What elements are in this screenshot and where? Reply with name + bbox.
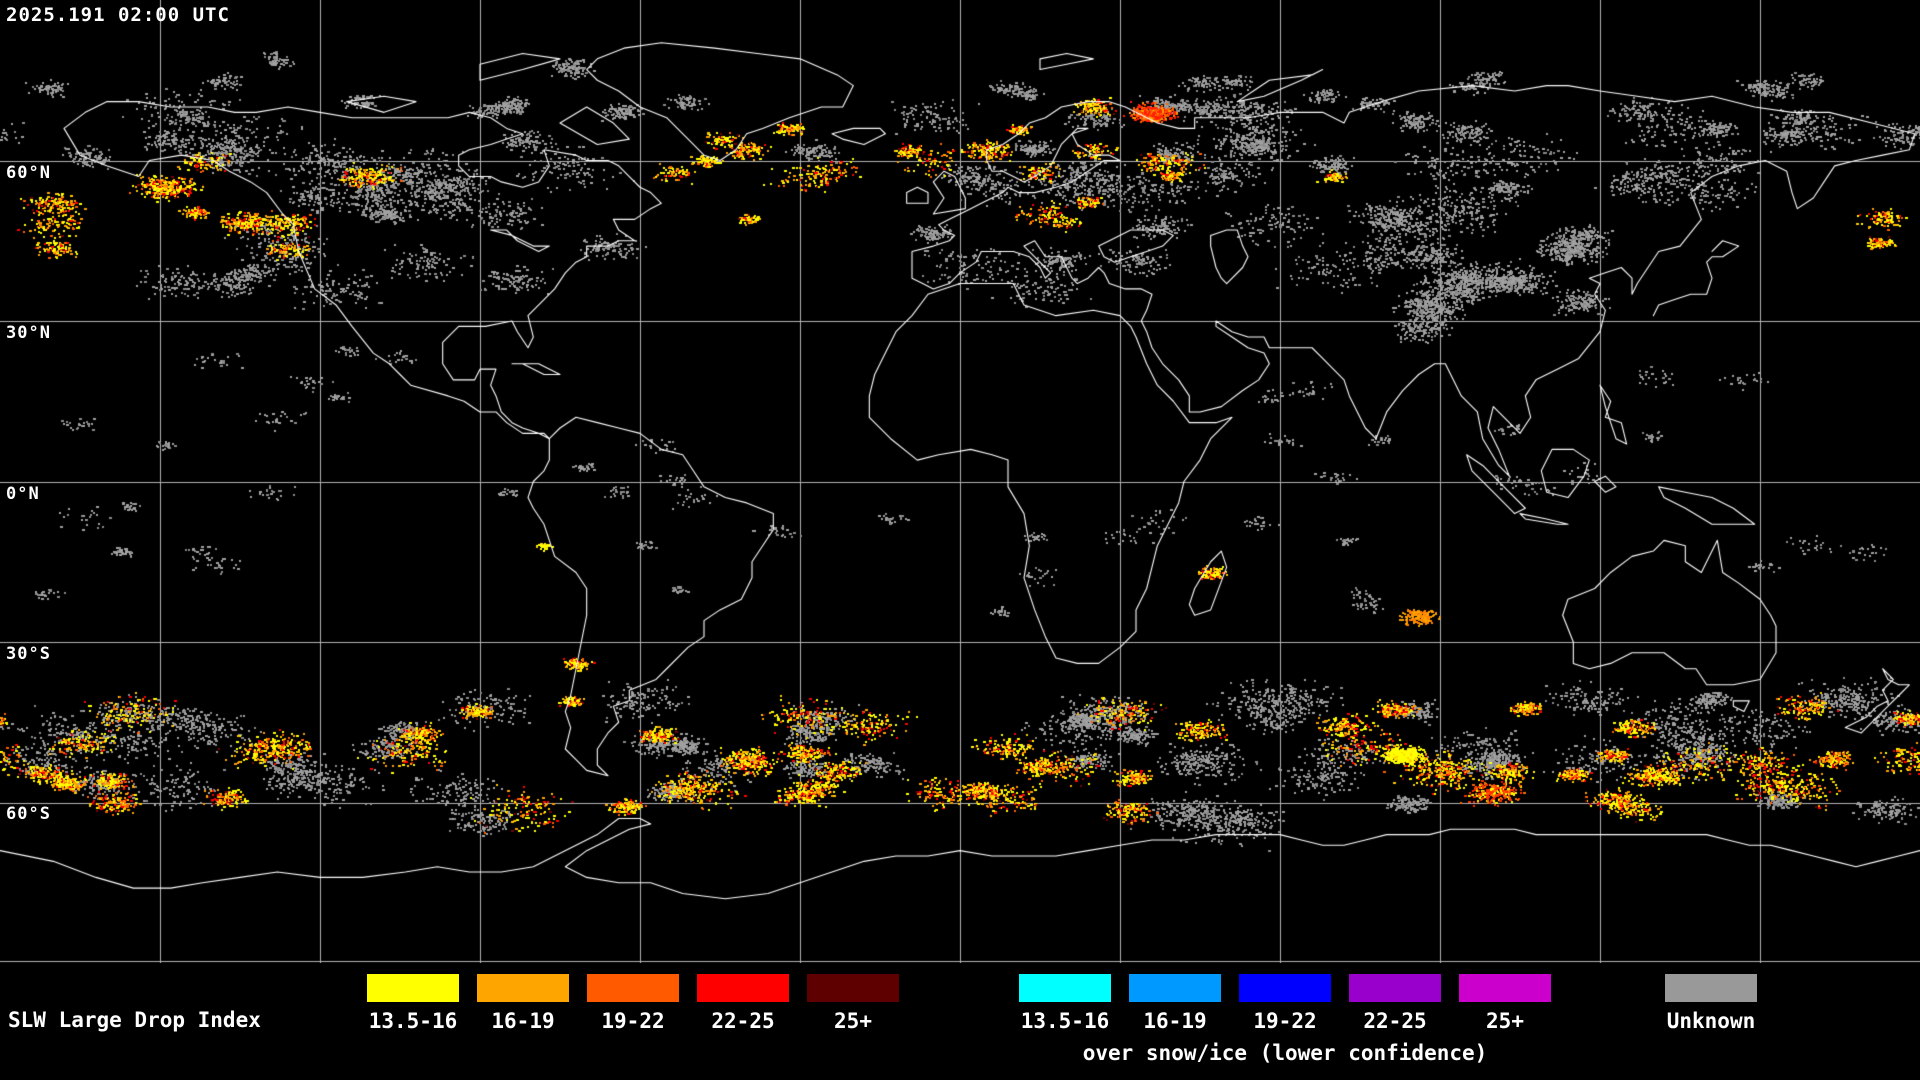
range-label: 19-22	[1253, 1009, 1317, 1033]
legend-swatch-unknown	[1665, 974, 1757, 1002]
range-label-row: 13.5-16 16-19 19-22 22-25 25+	[367, 1009, 899, 1033]
range-label: 25+	[834, 1009, 872, 1033]
swatch-row	[1665, 974, 1757, 1002]
legend-group-snow-ice: 13.5-16 16-19 19-22 22-25 25+ over snow/…	[1019, 974, 1551, 1065]
lat-label-30n: 30°N	[6, 323, 51, 343]
range-label: 25+	[1486, 1009, 1524, 1033]
lat-label-60n: 60°N	[6, 163, 51, 183]
range-label: 13.5-16	[368, 1009, 458, 1033]
lat-label-0n: 0°N	[6, 484, 40, 504]
legend-swatch-standard-4	[697, 974, 789, 1002]
range-label: 13.5-16	[1020, 1009, 1110, 1033]
legend-swatch-standard-1	[367, 974, 459, 1002]
legend-swatch-standard-2	[477, 974, 569, 1002]
range-label: 19-22	[601, 1009, 665, 1033]
legend-group-unknown: Unknown	[1665, 974, 1757, 1033]
legend-swatch-standard-3	[587, 974, 679, 1002]
legend-swatch-snow-5	[1459, 974, 1551, 1002]
swatch-row	[367, 974, 899, 1002]
swatch-row	[1019, 974, 1551, 1002]
legend-group-standard: 13.5-16 16-19 19-22 22-25 25+	[367, 974, 899, 1033]
legend-swatch-standard-5	[807, 974, 899, 1002]
legend-swatch-snow-4	[1349, 974, 1441, 1002]
range-label-row: Unknown	[1665, 1009, 1757, 1033]
lat-label-60s: 60°S	[6, 804, 51, 824]
lat-label-30s: 30°S	[6, 644, 51, 664]
timestamp: 2025.191 02:00 UTC	[6, 4, 230, 26]
snow-ice-caption: over snow/ice (lower confidence)	[1082, 1041, 1488, 1065]
legend-swatch-snow-3	[1239, 974, 1331, 1002]
world-map-canvas	[0, 0, 1920, 963]
range-label: 22-25	[1363, 1009, 1427, 1033]
legend-swatch-snow-2	[1129, 974, 1221, 1002]
legend-title: SLW Large Drop Index	[8, 1008, 261, 1032]
range-label: 16-19	[491, 1009, 555, 1033]
legend-swatch-snow-1	[1019, 974, 1111, 1002]
unknown-label: Unknown	[1666, 1009, 1756, 1033]
range-label: 16-19	[1143, 1009, 1207, 1033]
range-label: 22-25	[711, 1009, 775, 1033]
range-label-row: 13.5-16 16-19 19-22 22-25 25+	[1019, 1009, 1551, 1033]
